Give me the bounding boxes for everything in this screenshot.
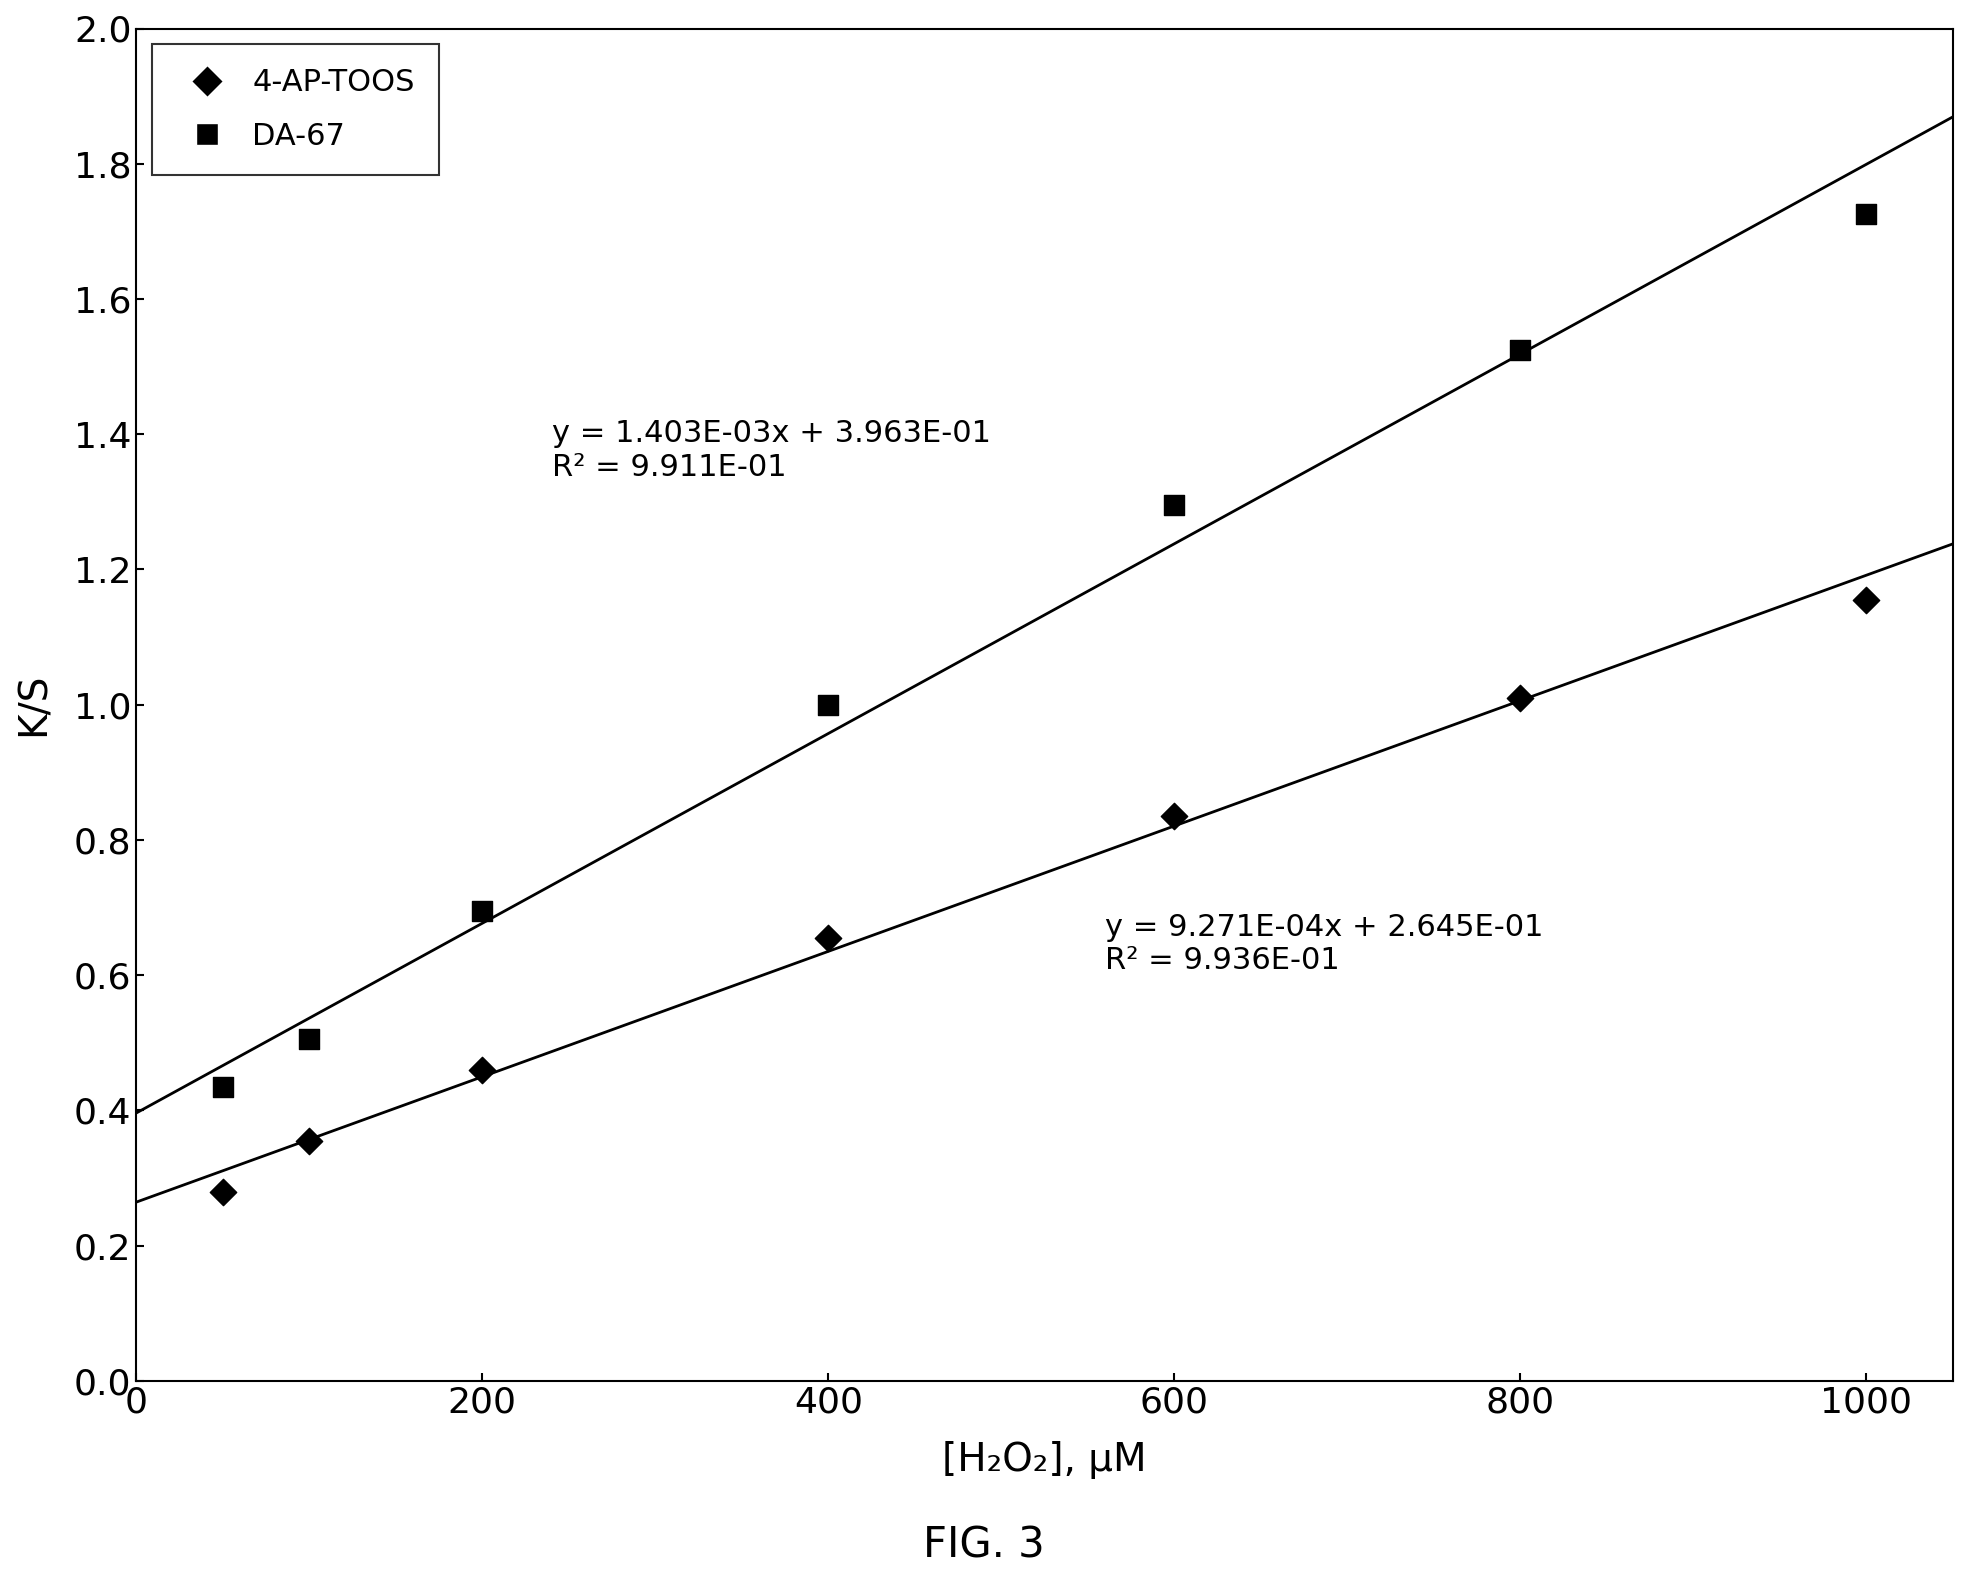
Y-axis label: K/S: K/S xyxy=(16,674,53,736)
Text: y = 9.271E-04x + 2.645E-01
R² = 9.936E-01: y = 9.271E-04x + 2.645E-01 R² = 9.936E-0… xyxy=(1106,912,1543,976)
Point xyxy=(466,1057,498,1082)
Point xyxy=(293,1128,325,1154)
Point xyxy=(1159,804,1191,829)
Point xyxy=(207,1179,238,1204)
Point xyxy=(1506,337,1537,362)
Point xyxy=(1850,202,1881,227)
Point xyxy=(1506,685,1537,710)
Point xyxy=(1159,493,1191,518)
Point xyxy=(466,898,498,923)
Point xyxy=(1850,588,1881,613)
X-axis label: [H₂O₂], μM: [H₂O₂], μM xyxy=(943,1441,1147,1479)
Text: y = 1.403E-03x + 3.963E-01
R² = 9.911E-01: y = 1.403E-03x + 3.963E-01 R² = 9.911E-0… xyxy=(551,419,990,481)
Point xyxy=(293,1026,325,1052)
Point xyxy=(207,1074,238,1100)
Text: FIG. 3: FIG. 3 xyxy=(923,1524,1045,1567)
Point xyxy=(813,925,844,950)
Legend: 4-AP-TOOS, DA-67: 4-AP-TOOS, DA-67 xyxy=(152,44,439,175)
Point xyxy=(813,693,844,718)
